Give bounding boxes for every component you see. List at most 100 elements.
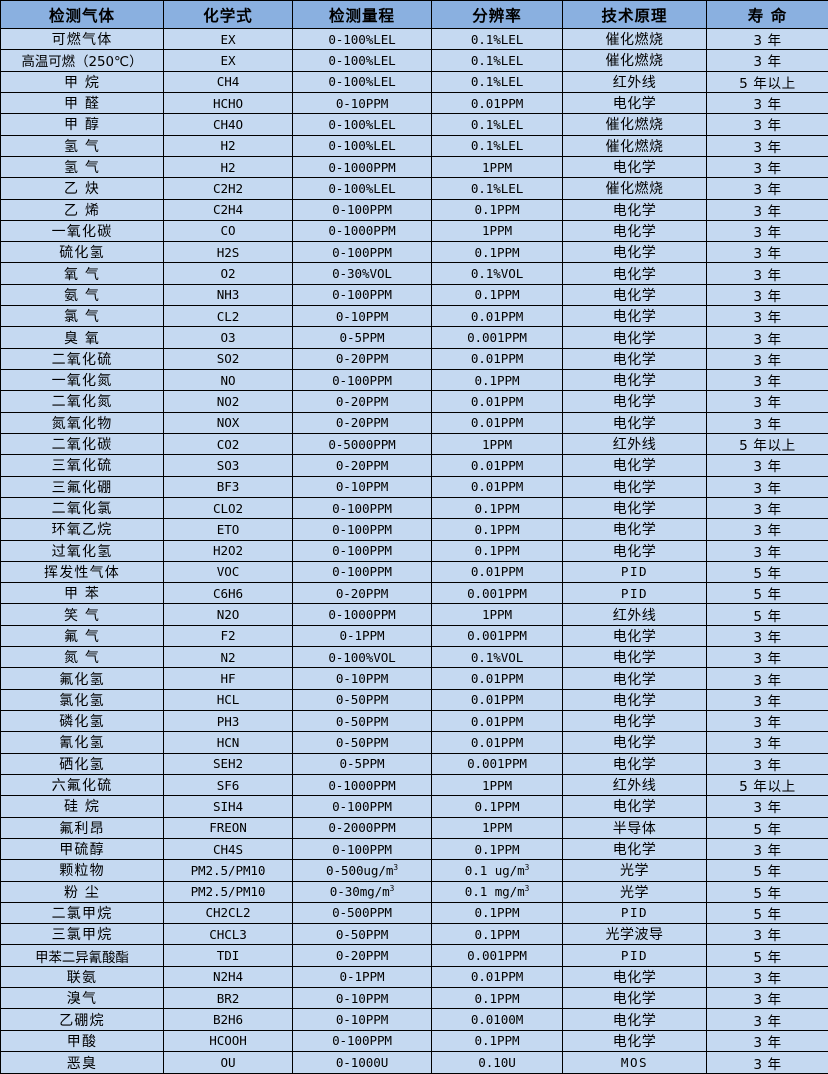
cell-tech: MOS [562,1051,707,1074]
cell-tech: 电化学 [562,624,707,648]
table-row: 硒化氢 SEH2 0-5PPM 0.001PPM 电化学 3 年 [0,752,828,775]
cell-life: 3 年 [706,1008,828,1031]
cell-range: 0-100PPM [292,198,432,221]
cell-form: FREON [163,816,293,839]
cell-gas: 硒化氢 [0,752,164,775]
cell-range: 0-1000PPM [292,155,432,179]
cell-form: VOC [163,560,293,584]
cell-res: 0.01PPM [431,667,563,690]
cell-res: 0.01PPM [431,709,563,733]
cell-life: 5 年以上 [706,432,828,456]
cell-range: 0-100PPM [292,496,432,520]
cell-tech: 电化学 [562,987,707,1010]
cell-form: HCL [163,688,293,712]
table-row: 硅 烷 SIH4 0-100PPM 0.1PPM 电化学 3 年 [0,795,828,818]
cell-range: 0-100%VOL [292,646,432,669]
cell-range: 0-1000PPM [292,773,432,797]
cell-tech: 电化学 [562,837,707,861]
cell-form: O3 [163,326,293,349]
cell-gas: 氧 气 [0,262,164,285]
table-row: 氯 气 CL2 0-10PPM 0.01PPM 电化学 3 年 [0,305,828,328]
table-row: 六氟化硫 SF6 0-1000PPM 1PPM 红外线 5 年以上 [0,773,828,797]
cell-range: 0-50PPM [292,731,432,754]
cell-gas: 甲 烷 [0,70,164,93]
cell-gas: 乙硼烷 [0,1008,164,1031]
cell-res: 0.1PPM [431,368,563,392]
cell-life: 3 年 [706,1051,828,1074]
cell-form: CH4S [163,837,293,861]
cell-tech: 电化学 [562,496,707,520]
cell-gas: 环氧乙烷 [0,518,164,541]
table-row: 过氧化氢 H2O2 0-100PPM 0.1PPM 电化学 3 年 [0,539,828,562]
cell-form: HF [163,667,293,690]
cell-range: 0-50PPM [292,688,432,712]
cell-res: 0.001PPM [431,582,563,605]
cell-range: 0-10PPM [292,475,432,498]
cell-life: 5 年以上 [706,70,828,93]
cell-tech: 半导体 [562,816,707,839]
table-row: 甲 醛 HCHO 0-10PPM 0.01PPM 电化学 3 年 [0,91,828,115]
table-row: 氯化氢 HCL 0-50PPM 0.01PPM 电化学 3 年 [0,688,828,712]
cell-gas: 臭 氧 [0,326,164,349]
cell-tech: 电化学 [562,752,707,775]
cell-form: N2H4 [163,965,293,989]
cell-range: 0-20PPM [292,454,432,477]
table-row: 氨 气 NH3 0-100PPM 0.1PPM 电化学 3 年 [0,283,828,307]
cell-tech: 电化学 [562,454,707,477]
cell-gas: 粉 尘 [0,880,164,903]
cell-tech: 电化学 [562,91,707,115]
cell-tech: 电化学 [562,262,707,285]
cell-res: 0.01PPM [431,411,563,434]
cell-range: 0-20PPM [292,944,432,967]
cell-life: 3 年 [706,965,828,989]
column-header-gas: 检测气体 [0,0,164,29]
cell-range: 0-2000PPM [292,816,432,839]
cell-gas: 甲苯二异氰酸酯 [0,944,164,967]
cell-gas: 溴气 [0,987,164,1010]
cell-res: 0.0100M [431,1008,563,1031]
cell-range: 0-5PPM [292,752,432,775]
cell-res: 0.1%LEL [431,70,563,93]
cell-form: NO2 [163,390,293,413]
cell-range: 0-1PPM [292,624,432,648]
cell-tech: 电化学 [562,475,707,498]
column-header-lifetime: 寿 命 [706,0,828,29]
cell-life: 3 年 [706,1029,828,1053]
table-row: 三氟化硼 BF3 0-10PPM 0.01PPM 电化学 3 年 [0,475,828,498]
cell-life: 3 年 [706,709,828,733]
cell-form: C2H2 [163,177,293,200]
table-row: 乙 烯 C2H4 0-100PPM 0.1PPM 电化学 3 年 [0,198,828,221]
cell-res: 0.1PPM [431,795,563,818]
table-row: 恶臭 OU 0-1000U 0.10U MOS 3 年 [0,1051,828,1074]
cell-life: 3 年 [706,923,828,946]
cell-range: 0-50PPM [292,923,432,946]
cell-res: 0.1PPM [431,1029,563,1053]
cell-gas: 氟化氢 [0,667,164,690]
cell-gas: 笑 气 [0,603,164,626]
cell-res: 0.01PPM [431,305,563,328]
cell-life: 3 年 [706,667,828,690]
cell-res: 0.1PPM [431,923,563,946]
cell-form: EX [163,49,293,72]
table-row: 硫化氢 H2S 0-100PPM 0.1PPM 电化学 3 年 [0,241,828,264]
cell-res: 0.1%LEL [431,49,563,72]
table-row: 高温可燃（250℃） EX 0-100%LEL 0.1%LEL 催化燃烧 3 年 [0,49,828,72]
cell-life: 5 年以上 [706,773,828,797]
cell-res: 0.01PPM [431,91,563,115]
cell-gas: 二氧化氯 [0,496,164,520]
cell-range: 0-30mg/m3 [292,880,432,903]
cell-tech: 电化学 [562,326,707,349]
cell-res: 0.001PPM [431,752,563,775]
cell-form: H2S [163,241,293,264]
cell-tech: 电化学 [562,688,707,712]
table-row: 氟利昂 FREON 0-2000PPM 1PPM 半导体 5 年 [0,816,828,839]
column-header-technology: 技术原理 [562,0,707,29]
table-row: 甲硫醇 CH4S 0-100PPM 0.1PPM 电化学 3 年 [0,837,828,861]
cell-res: 0.1%LEL [431,113,563,136]
table-row: 可燃气体 EX 0-100%LEL 0.1%LEL 催化燃烧 3 年 [0,27,828,51]
table-row: 二氧化氮 NO2 0-20PPM 0.01PPM 电化学 3 年 [0,390,828,413]
cell-range: 0-100PPM [292,368,432,392]
cell-range: 0-100%LEL [292,70,432,93]
cell-life: 3 年 [706,624,828,648]
